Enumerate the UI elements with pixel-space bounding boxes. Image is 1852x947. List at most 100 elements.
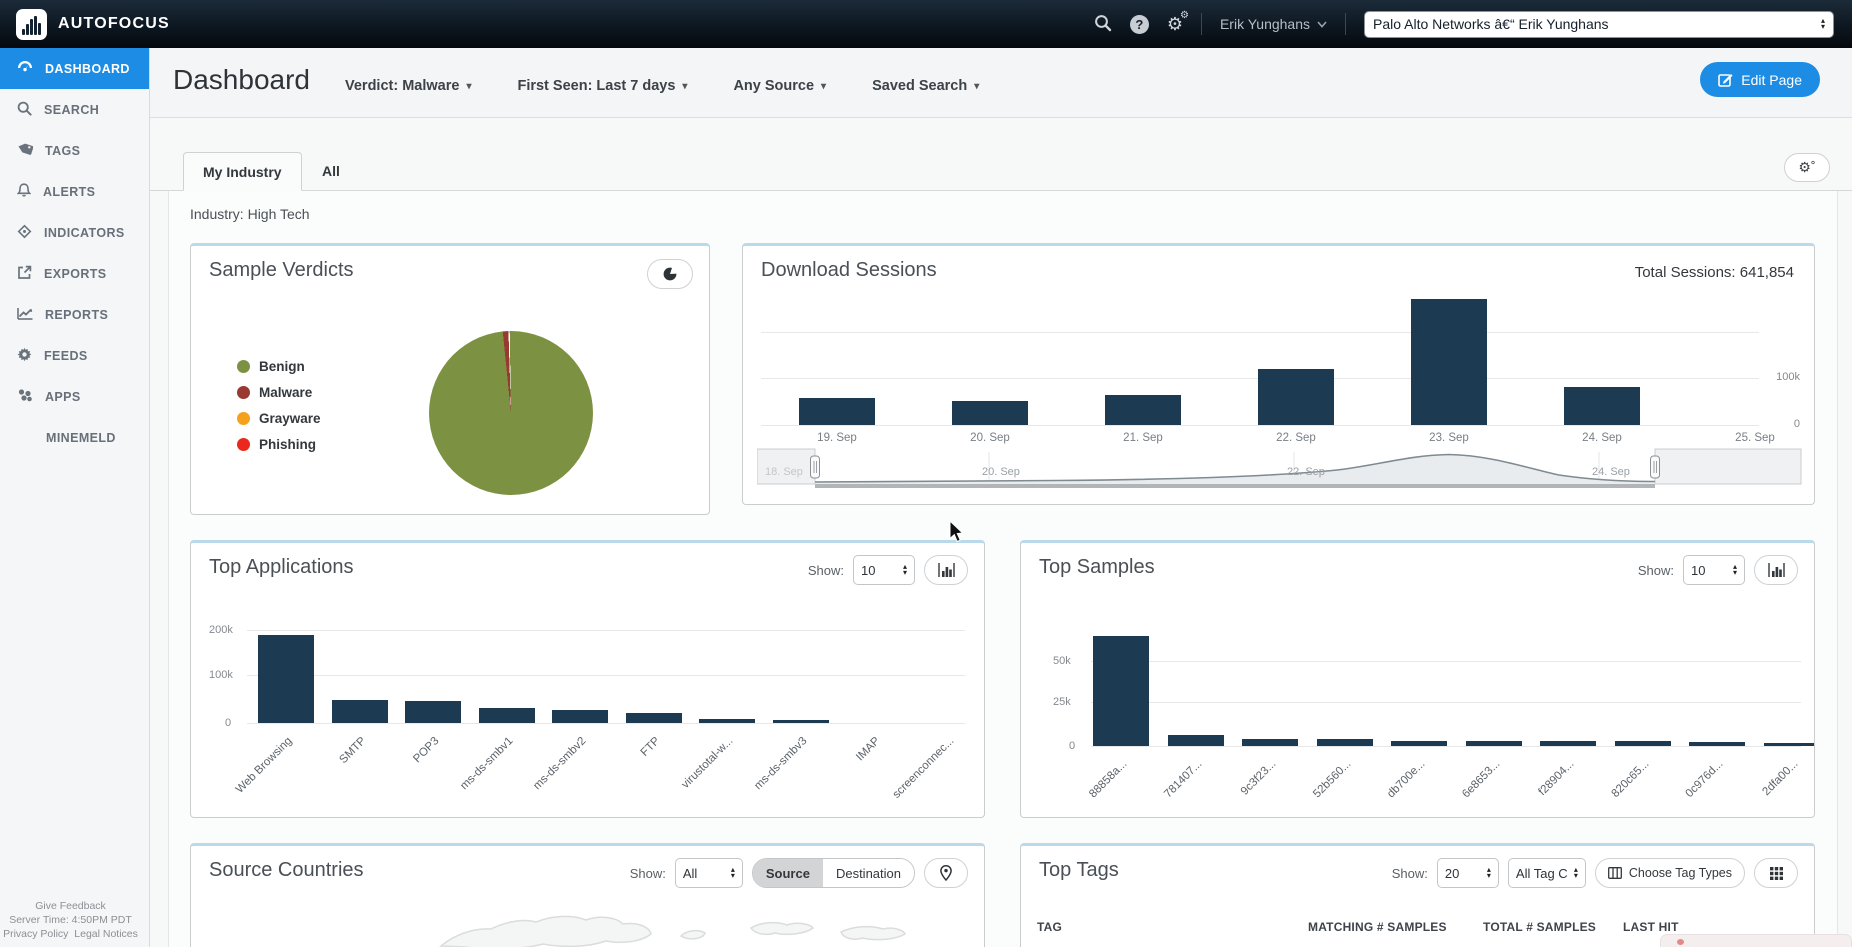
tab-all[interactable]: All — [322, 163, 340, 179]
bar-22. Sep[interactable] — [1258, 369, 1334, 425]
brush-handle-right[interactable] — [1650, 455, 1660, 479]
bar-24. Sep[interactable] — [1564, 387, 1640, 425]
filter-any-source[interactable]: Any Source ▾ — [733, 78, 826, 94]
bar-23. Sep[interactable] — [1411, 299, 1487, 425]
bar-20. Sep[interactable] — [952, 401, 1028, 425]
bar-88858a...[interactable] — [1093, 636, 1149, 746]
bar-2dfa00...[interactable] — [1764, 743, 1814, 746]
bar-9c3f23...[interactable] — [1242, 739, 1298, 746]
toggle-source[interactable]: Source — [752, 859, 823, 887]
x-axis-label: 24. Sep — [1582, 432, 1622, 444]
legend-item-phishing[interactable]: Phishing — [237, 437, 316, 452]
show-count-select[interactable]: 10 ▴ ▾ — [1683, 555, 1745, 585]
column-header-matching-samples: MATCHING # SAMPLES — [1308, 920, 1447, 934]
show-count-select[interactable]: 10 ▴ ▾ — [853, 555, 915, 585]
brush-label-18-sep: 18. Sep — [765, 466, 803, 478]
tab-my-industry[interactable]: My Industry — [183, 152, 302, 191]
filter-first-seen[interactable]: First Seen: Last 7 days ▾ — [517, 78, 687, 94]
bar-ms-ds-smbv1[interactable] — [479, 708, 535, 723]
world-map-preview — [439, 915, 906, 947]
account-selector[interactable]: Palo Alto Networks â€“ Erik Yunghans ▴ ▾ — [1364, 10, 1834, 38]
bar-ms-ds-smbv2[interactable] — [552, 710, 608, 723]
bar-chart-type-button[interactable] — [924, 555, 968, 585]
sidebar-item-alerts[interactable]: ALERTS — [0, 171, 149, 212]
bar-ms-ds-smbv3[interactable] — [773, 720, 829, 723]
legend-color-dot — [237, 386, 250, 399]
gridline-0 — [1091, 746, 1801, 747]
sample-verdicts-pie[interactable] — [429, 331, 593, 495]
sidebar-item-indicators[interactable]: INDICATORS — [0, 212, 149, 253]
autofocus-logo[interactable]: AUTOFOCUS — [0, 8, 170, 40]
filter-label: First Seen: Last 7 days — [517, 78, 676, 94]
autofocus-logo-icon — [16, 8, 47, 40]
sidebar-item-reports[interactable]: REPORTS — [0, 294, 149, 335]
sidebar-item-apps[interactable]: APPS — [0, 376, 149, 417]
toggle-destination[interactable]: Destination — [822, 859, 914, 887]
bar-Web Browsing[interactable] — [258, 635, 314, 723]
show-countries-value: All — [682, 865, 698, 881]
bar-db700e...[interactable] — [1391, 741, 1447, 746]
show-countries-select[interactable]: All ▴ ▾ — [674, 858, 743, 888]
sidebar-item-tags[interactable]: TAGS — [0, 130, 149, 171]
bar-52b560...[interactable] — [1317, 739, 1373, 746]
divider — [1345, 13, 1346, 35]
bar-820c65...[interactable] — [1615, 741, 1671, 746]
top-samples-panel: Top Samples Show: 10 ▴ ▾ 50k 25k 0 88858a… — [1020, 540, 1815, 818]
bar-SMTP[interactable] — [332, 700, 388, 723]
sidebar-item-dashboard[interactable]: DASHBOARD — [0, 48, 149, 89]
brush-handle-left[interactable] — [810, 455, 820, 479]
grid-view-button[interactable] — [1754, 858, 1798, 888]
map-pin-button[interactable] — [924, 858, 968, 888]
bar-POP3[interactable] — [405, 701, 461, 723]
filter-verdict[interactable]: Verdict: Malware ▾ — [345, 78, 471, 94]
bar-f28904...[interactable] — [1540, 741, 1596, 746]
legend-item-grayware[interactable]: Grayware — [237, 411, 321, 426]
privacy-policy-link[interactable]: Privacy Policy — [3, 928, 69, 940]
sidebar-item-label: REPORTS — [45, 307, 109, 322]
bar-781407...[interactable] — [1168, 735, 1224, 746]
bar-6e8653...[interactable] — [1466, 741, 1522, 746]
search-icon[interactable] — [1094, 14, 1112, 35]
bar-19. Sep[interactable] — [799, 398, 875, 425]
sidebar-item-minemeld[interactable]: MINEMELD — [0, 417, 149, 458]
dashboard-settings-button[interactable]: ⚙˚ — [1784, 153, 1830, 182]
sidebar-item-search[interactable]: SEARCH — [0, 89, 149, 130]
legal-notices-link[interactable]: Legal Notices — [74, 928, 138, 940]
bar-21. Sep[interactable] — [1105, 395, 1181, 425]
sidebar-item-exports[interactable]: EXPORTS — [0, 253, 149, 294]
legend-item-benign[interactable]: Benign — [237, 359, 305, 374]
caret-down-icon: ▾ — [821, 80, 827, 92]
top-applications-panel: Top Applications Show: 10 ▴ ▾ 200k 100k 0… — [190, 540, 985, 818]
give-feedback-link[interactable]: Give Feedback — [35, 900, 106, 912]
download-sessions-title: Download Sessions — [761, 259, 937, 281]
user-menu[interactable]: Erik Yunghans — [1220, 16, 1327, 32]
legend-item-malware[interactable]: Malware — [237, 385, 312, 400]
column-header-tag: TAG — [1037, 920, 1063, 934]
sidebar: DASHBOARD SEARCH TAGS ALERTS INDICATORS EXPOR… — [0, 48, 150, 947]
time-range-brush[interactable]: 18. Sep 20. Sep 22. Sep 24. Sep — [757, 446, 1802, 494]
pie-chart-type-button[interactable] — [647, 259, 693, 289]
bar-chart-type-button[interactable] — [1754, 555, 1798, 585]
total-sessions-label: Total Sessions: 641,854 — [1634, 264, 1794, 281]
sidebar-item-feeds[interactable]: FEEDS — [0, 335, 149, 376]
mouse-cursor — [949, 520, 964, 543]
settings-gears-icon[interactable]: ⚙ ⚙ — [1166, 9, 1189, 34]
filter-saved-search[interactable]: Saved Search ▾ — [872, 78, 979, 94]
edit-page-button[interactable]: Edit Page — [1700, 62, 1820, 97]
help-icon[interactable]: ? — [1129, 14, 1149, 34]
show-tags-select[interactable]: 20 ▴ ▾ — [1436, 858, 1499, 888]
caret-down-icon: ▾ — [466, 80, 472, 92]
choose-tag-types-label: Choose Tag Types — [1628, 866, 1732, 880]
caret-down-icon: ▾ — [682, 80, 688, 92]
x-axis-label: 20. Sep — [970, 432, 1010, 444]
bar-0c976d...[interactable] — [1689, 742, 1745, 746]
bar-virustotal-w...[interactable] — [699, 719, 755, 723]
bar-FTP[interactable] — [626, 713, 682, 723]
sidebar-item-label: DASHBOARD — [45, 61, 130, 76]
choose-tag-types-button[interactable]: Choose Tag Types — [1594, 858, 1745, 888]
y-tick-50k: 50k — [1053, 655, 1071, 667]
filter-label: Any Source — [733, 78, 815, 94]
tag-class-select[interactable]: All Tag C ▴ ▾ — [1507, 858, 1586, 888]
top-tags-panel: Top Tags Show: 20 ▴ ▾ All Tag C ▴ ▾ Choose… — [1020, 843, 1815, 947]
